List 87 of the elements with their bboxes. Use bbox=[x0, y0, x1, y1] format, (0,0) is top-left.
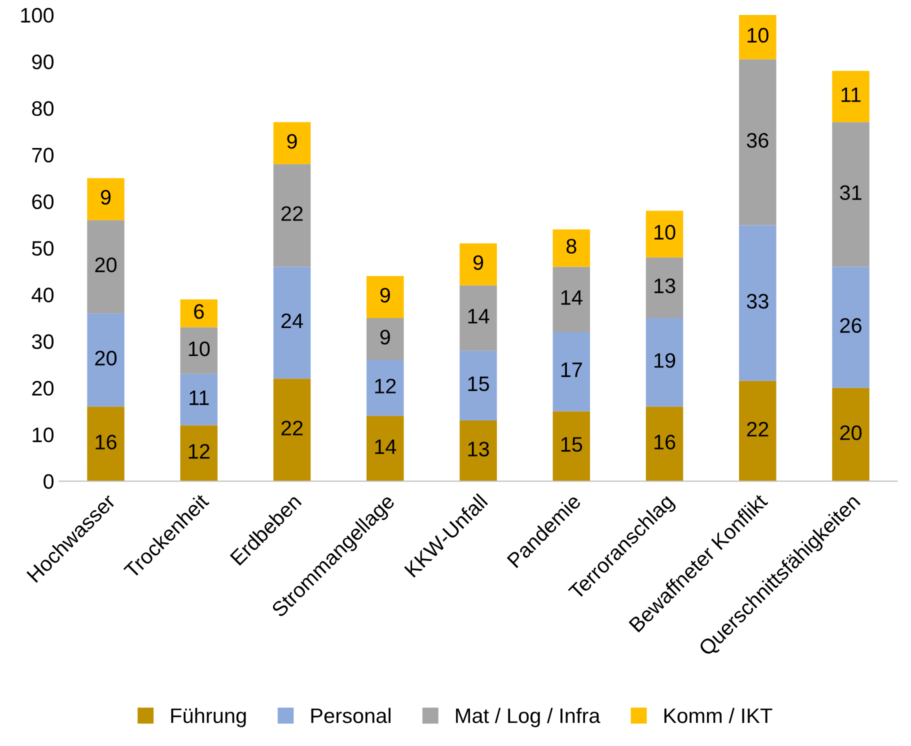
bar bbox=[366, 318, 404, 360]
data-label: 22 bbox=[747, 422, 768, 436]
bar bbox=[87, 313, 124, 407]
bar bbox=[832, 266, 870, 388]
data-label: 24 bbox=[281, 313, 304, 328]
data-label: 10 bbox=[654, 224, 676, 240]
bar bbox=[87, 178, 124, 220]
legend-label: Führung bbox=[171, 708, 246, 728]
data-label: 9 bbox=[100, 190, 111, 205]
data-label: 20 bbox=[95, 350, 117, 366]
y-tick-label: 40 bbox=[32, 288, 54, 302]
bar bbox=[832, 388, 870, 482]
bar bbox=[552, 411, 590, 482]
y-tick-label: 60 bbox=[32, 194, 54, 210]
y-tick-label: 30 bbox=[32, 334, 54, 350]
data-label: 13 bbox=[468, 442, 489, 456]
bar bbox=[273, 122, 311, 164]
data-label: 16 bbox=[96, 434, 116, 450]
bar bbox=[739, 14, 776, 60]
bar bbox=[87, 406, 124, 482]
bar bbox=[646, 318, 684, 407]
bar bbox=[739, 225, 776, 381]
bar bbox=[646, 257, 684, 318]
bar bbox=[273, 164, 311, 267]
data-label: 6 bbox=[194, 304, 204, 319]
data-label: 33 bbox=[746, 294, 768, 309]
data-label: 15 bbox=[468, 376, 489, 392]
y-tick-label: 10 bbox=[32, 428, 54, 442]
legend-label: Komm / IKT bbox=[664, 708, 772, 724]
bar bbox=[460, 350, 497, 421]
data-label: 14 bbox=[561, 290, 582, 305]
bar bbox=[460, 420, 497, 482]
data-label: 16 bbox=[654, 434, 676, 450]
bar bbox=[552, 229, 590, 267]
data-label: 20 bbox=[95, 258, 117, 272]
y-tick-label: 20 bbox=[32, 380, 54, 396]
y-tick-label: 0 bbox=[44, 474, 54, 489]
data-label: 8 bbox=[566, 238, 576, 254]
bar bbox=[273, 378, 311, 482]
data-label: 19 bbox=[654, 353, 676, 368]
data-label: 17 bbox=[561, 362, 582, 377]
bar bbox=[832, 70, 870, 122]
y-tick-label: 100 bbox=[21, 8, 54, 23]
bar bbox=[460, 243, 497, 286]
data-label: 22 bbox=[281, 206, 303, 221]
data-label: 12 bbox=[188, 444, 210, 459]
data-label: 26 bbox=[840, 318, 862, 333]
data-label: 11 bbox=[842, 88, 861, 102]
bar bbox=[180, 425, 218, 482]
bar bbox=[832, 122, 870, 267]
data-label: 22 bbox=[281, 420, 303, 436]
data-label: 14 bbox=[468, 309, 490, 324]
data-label: 13 bbox=[654, 278, 676, 294]
bar bbox=[180, 374, 218, 426]
bar bbox=[646, 406, 684, 482]
data-label: 9 bbox=[473, 255, 484, 270]
data-label: 9 bbox=[287, 134, 297, 149]
y-tick-label: 50 bbox=[32, 241, 54, 256]
data-label: 14 bbox=[375, 440, 396, 454]
bar bbox=[739, 59, 776, 226]
data-label: 9 bbox=[380, 288, 390, 303]
data-label: 10 bbox=[748, 28, 768, 43]
data-label: 15 bbox=[561, 437, 582, 452]
y-tick-label: 70 bbox=[32, 148, 54, 163]
bar bbox=[552, 332, 590, 412]
legend-label: Personal bbox=[311, 708, 390, 724]
bar bbox=[180, 299, 218, 328]
bar bbox=[366, 276, 404, 318]
y-tick-label: 80 bbox=[32, 101, 54, 116]
bar bbox=[180, 327, 218, 374]
bar bbox=[366, 416, 404, 482]
bar bbox=[87, 220, 124, 314]
data-label: 31 bbox=[840, 185, 862, 200]
y-tick-label: 90 bbox=[32, 54, 54, 70]
data-label: 20 bbox=[840, 425, 862, 440]
data-label: 36 bbox=[746, 133, 768, 148]
bar bbox=[552, 266, 590, 332]
bar bbox=[460, 285, 497, 351]
bar bbox=[646, 210, 684, 258]
bar bbox=[273, 266, 311, 379]
data-label: 12 bbox=[375, 378, 396, 394]
data-label: 11 bbox=[190, 390, 209, 405]
bar bbox=[739, 380, 776, 482]
data-label: 10 bbox=[188, 341, 210, 356]
legend-label: Mat / Log / Infra bbox=[456, 708, 600, 728]
data-label: 9 bbox=[380, 330, 390, 345]
bar bbox=[366, 360, 404, 416]
